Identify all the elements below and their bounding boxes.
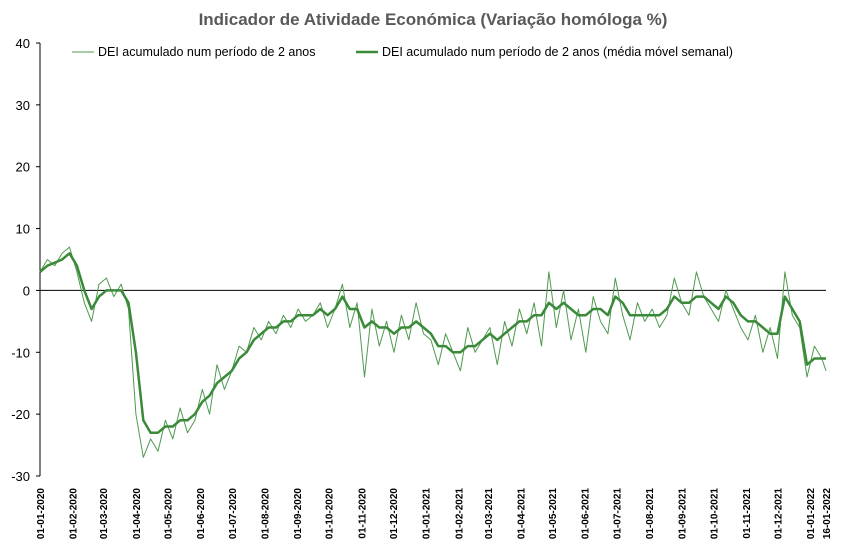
- x-tick-label: 01-10-2021: [709, 488, 720, 540]
- y-tick-label: 30: [16, 98, 30, 113]
- y-axis-ticks: -30 -20 -10 0 10 20 30 40: [11, 36, 40, 484]
- y-tick-label: 40: [16, 36, 30, 51]
- y-tick-label: -10: [11, 345, 30, 360]
- y-tick-label: -30: [11, 469, 30, 484]
- x-tick-label: 01-02-2020: [69, 488, 80, 540]
- x-axis-ticks: 01-01-2020 01-02-2020 01-03-2020 01-04-2020…: [36, 488, 833, 540]
- x-tick-label: 01-12-2021: [774, 488, 785, 540]
- x-tick-label: 01-07-2021: [612, 488, 623, 540]
- series-line-1: [39, 246, 827, 458]
- x-tick-label: 01-01-2020: [36, 488, 47, 540]
- y-tick-label: 0: [23, 283, 30, 298]
- plot-area: [39, 246, 827, 458]
- x-tick-label: 01-04-2020: [132, 488, 143, 540]
- legend-label-series-1: DEI acumulado num período de 2 anos: [98, 45, 316, 59]
- legend: DEI acumulado num período de 2 anos DEI …: [72, 45, 733, 59]
- y-tick-label: -20: [11, 407, 30, 422]
- y-tick-label: 10: [16, 222, 30, 237]
- x-tick-label: 01-04-2021: [516, 488, 527, 540]
- series-line-2: [39, 252, 826, 434]
- x-tick-label: 01-09-2020: [293, 488, 304, 540]
- x-tick-label: 01-03-2020: [99, 488, 110, 540]
- x-tick-label: 16-01-2022: [822, 488, 833, 540]
- x-tick-label: 01-05-2020: [163, 488, 174, 540]
- x-tick-label: 01-05-2021: [548, 488, 559, 540]
- x-tick-label: 01-11-2021: [742, 488, 753, 539]
- x-tick-label: 01-03-2021: [484, 488, 495, 540]
- x-tick-label: 01-09-2021: [678, 488, 689, 540]
- x-tick-label: 01-12-2020: [389, 488, 400, 540]
- x-tick-label: 01-07-2020: [228, 488, 239, 540]
- x-tick-label: 01-01-2022: [806, 488, 817, 540]
- axes: [39, 43, 826, 476]
- x-tick-label: 01-10-2020: [325, 488, 336, 540]
- y-tick-label: 20: [16, 160, 30, 175]
- x-tick-label: 01-11-2020: [357, 488, 368, 539]
- x-tick-label: 01-08-2020: [260, 488, 271, 540]
- chart-title: Indicador de Atividade Económica (Variaç…: [199, 10, 668, 29]
- x-tick-label: 01-08-2021: [645, 488, 656, 540]
- legend-label-series-2: DEI acumulado num período de 2 anos (méd…: [382, 45, 733, 59]
- x-tick-label: 01-02-2021: [454, 488, 465, 540]
- x-tick-label: 01-01-2021: [422, 488, 433, 540]
- x-tick-label: 01-06-2021: [581, 488, 592, 540]
- x-tick-label: 01-06-2020: [196, 488, 207, 540]
